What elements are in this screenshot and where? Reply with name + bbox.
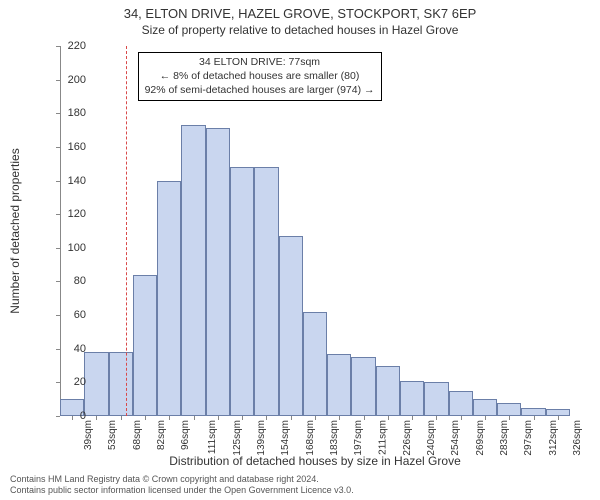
y-tick: 220 bbox=[46, 40, 86, 52]
y-tick: 20 bbox=[46, 376, 86, 388]
x-tick: 125sqm bbox=[232, 420, 243, 456]
page-subtitle: Size of property relative to detached ho… bbox=[0, 21, 600, 37]
y-tick: 160 bbox=[46, 141, 86, 153]
x-tick-mark bbox=[194, 416, 195, 420]
x-tick: 226sqm bbox=[402, 420, 413, 456]
histogram-bar bbox=[279, 236, 303, 416]
histogram-bar bbox=[109, 352, 133, 416]
y-tick: 120 bbox=[46, 208, 86, 220]
x-tick-mark bbox=[291, 416, 292, 420]
chart-area: 34 ELTON DRIVE: 77sqm← 8% of detached ho… bbox=[60, 46, 570, 416]
histogram-bar bbox=[133, 275, 157, 416]
y-tick: 100 bbox=[46, 242, 86, 254]
histogram-bar bbox=[424, 382, 448, 416]
footer-line-2: Contains public sector information licen… bbox=[10, 485, 354, 496]
x-tick: 254sqm bbox=[450, 420, 461, 456]
x-tick: 96sqm bbox=[180, 420, 191, 450]
annotation-line-1: 34 ELTON DRIVE: 77sqm bbox=[145, 55, 375, 69]
plot-area: 34 ELTON DRIVE: 77sqm← 8% of detached ho… bbox=[60, 46, 570, 416]
histogram-bar bbox=[449, 391, 473, 416]
x-tick: 68sqm bbox=[132, 420, 143, 450]
x-tick: 297sqm bbox=[523, 420, 534, 456]
x-axis-label: Distribution of detached houses by size … bbox=[60, 454, 570, 468]
histogram-bar bbox=[473, 399, 497, 416]
x-tick: 139sqm bbox=[256, 420, 267, 456]
histogram-bar bbox=[521, 408, 545, 416]
histogram-bar bbox=[181, 125, 205, 416]
y-tick: 180 bbox=[46, 107, 86, 119]
reference-line bbox=[126, 46, 127, 416]
y-tick: 0 bbox=[46, 410, 86, 422]
histogram-bar bbox=[400, 381, 424, 416]
histogram-bar bbox=[376, 366, 400, 416]
x-tick: 240sqm bbox=[426, 420, 437, 456]
x-tick: 312sqm bbox=[547, 420, 558, 456]
histogram-bar bbox=[351, 357, 375, 416]
y-axis-line bbox=[60, 46, 61, 416]
x-tick: 283sqm bbox=[499, 420, 510, 456]
x-tick-mark bbox=[169, 416, 170, 420]
histogram-bar bbox=[157, 181, 181, 416]
y-tick: 140 bbox=[46, 175, 86, 187]
annotation-line-2: ← 8% of detached houses are smaller (80) bbox=[145, 69, 375, 83]
x-tick: 183sqm bbox=[329, 420, 340, 456]
histogram-bar bbox=[497, 403, 521, 416]
x-tick-mark bbox=[121, 416, 122, 420]
x-tick: 111sqm bbox=[207, 420, 218, 454]
x-tick-mark bbox=[461, 416, 462, 420]
histogram-bar bbox=[546, 409, 570, 416]
histogram-bar bbox=[84, 352, 108, 416]
y-tick: 80 bbox=[46, 275, 86, 287]
x-tick: 211sqm bbox=[377, 420, 388, 455]
footer-attribution: Contains HM Land Registry data © Crown c… bbox=[10, 474, 354, 497]
y-tick: 60 bbox=[46, 309, 86, 321]
histogram-bar bbox=[254, 167, 278, 416]
page-title: 34, ELTON DRIVE, HAZEL GROVE, STOCKPORT,… bbox=[0, 0, 600, 21]
y-tick: 200 bbox=[46, 74, 86, 86]
x-tick: 197sqm bbox=[353, 420, 364, 456]
histogram-bar bbox=[206, 128, 230, 416]
histogram-bar bbox=[327, 354, 351, 416]
x-tick: 53sqm bbox=[107, 420, 118, 450]
histogram-bar bbox=[303, 312, 327, 416]
annotation-line-3: 92% of semi-detached houses are larger (… bbox=[145, 83, 375, 97]
chart-container: 34, ELTON DRIVE, HAZEL GROVE, STOCKPORT,… bbox=[0, 0, 600, 500]
histogram-bar bbox=[230, 167, 254, 416]
x-tick: 168sqm bbox=[304, 420, 315, 456]
footer-line-1: Contains HM Land Registry data © Crown c… bbox=[10, 474, 354, 485]
x-tick: 154sqm bbox=[280, 420, 291, 456]
annotation-box: 34 ELTON DRIVE: 77sqm← 8% of detached ho… bbox=[138, 52, 382, 101]
x-tick-mark bbox=[145, 416, 146, 420]
x-tick: 326sqm bbox=[572, 420, 583, 456]
x-tick: 82sqm bbox=[156, 420, 167, 450]
x-tick: 269sqm bbox=[474, 420, 485, 456]
x-tick-mark bbox=[96, 416, 97, 420]
y-tick: 40 bbox=[46, 343, 86, 355]
x-tick: 39sqm bbox=[83, 420, 94, 450]
y-axis-label: Number of detached properties bbox=[8, 46, 28, 416]
